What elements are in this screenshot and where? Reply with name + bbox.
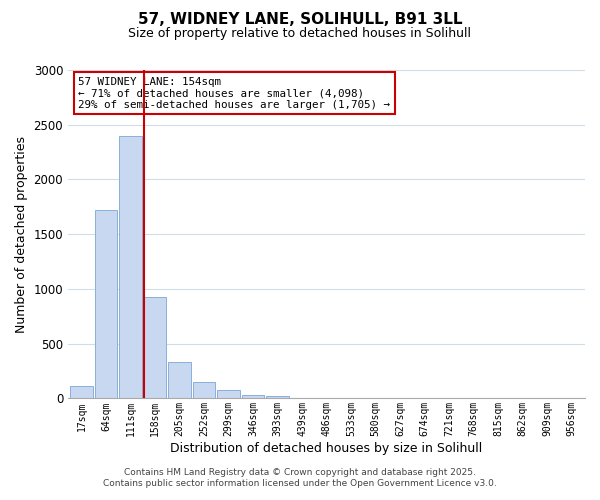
Bar (266, 396, 289, 398)
Bar (169, 362, 191, 399)
Text: 57 WIDNEY LANE: 154sqm
← 71% of detached houses are smaller (4,098)
29% of semi-: 57 WIDNEY LANE: 154sqm ← 71% of detached… (79, 76, 391, 110)
X-axis label: Distribution of detached houses by size in Solihull: Distribution of detached houses by size … (170, 442, 482, 455)
Bar (242, 394, 264, 398)
Text: Contains HM Land Registry data © Crown copyright and database right 2025.
Contai: Contains HM Land Registry data © Crown c… (103, 468, 497, 487)
Bar (95, 210, 117, 398)
Bar (70, 386, 92, 398)
Bar (119, 136, 142, 398)
Y-axis label: Number of detached properties: Number of detached properties (15, 136, 28, 332)
Bar (193, 382, 215, 398)
Text: Size of property relative to detached houses in Solihull: Size of property relative to detached ho… (128, 28, 472, 40)
Bar (144, 296, 166, 398)
Text: 57, WIDNEY LANE, SOLIHULL, B91 3LL: 57, WIDNEY LANE, SOLIHULL, B91 3LL (138, 12, 462, 28)
Bar (217, 390, 239, 398)
